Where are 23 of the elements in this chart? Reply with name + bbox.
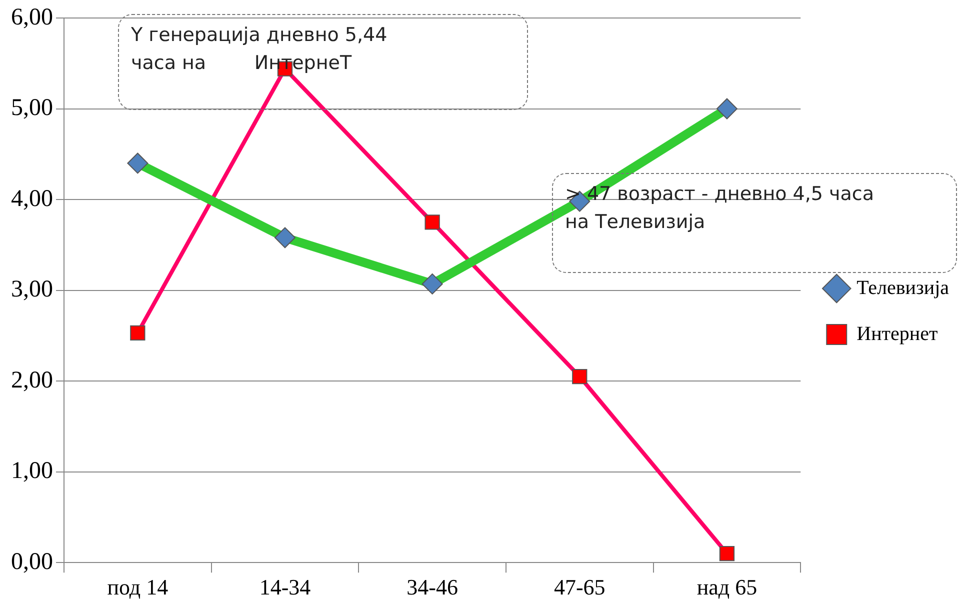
x-tick-label: 14-34 <box>259 574 311 600</box>
y-tick-label: 3,00 <box>11 276 53 303</box>
legend-label: Интернет <box>856 322 938 345</box>
legend-label: Телевизија <box>856 276 950 299</box>
y-tick-label: 1,00 <box>11 458 53 484</box>
y-tick-label: 0,00 <box>11 548 53 575</box>
y-tick-label: 5,00 <box>11 95 53 122</box>
point <box>422 273 443 294</box>
point <box>127 152 148 174</box>
point <box>274 227 296 248</box>
point <box>572 368 588 384</box>
x-tick-label: над 65 <box>696 574 758 600</box>
x-tick-label: 47-65 <box>554 574 606 600</box>
x-tick-label: под 14 <box>107 574 168 600</box>
y-tick-label: 2,00 <box>11 367 53 394</box>
point <box>424 214 440 230</box>
point <box>130 325 146 341</box>
x-tick-label: 34-46 <box>406 574 458 600</box>
point <box>716 98 738 120</box>
point <box>719 546 735 562</box>
y-tick-label: 6,00 <box>11 4 53 30</box>
y-tick-label: 4,00 <box>11 186 53 212</box>
annotation: Y генерација дневно 5,44 часа на ИнтернеТ <box>118 14 528 110</box>
